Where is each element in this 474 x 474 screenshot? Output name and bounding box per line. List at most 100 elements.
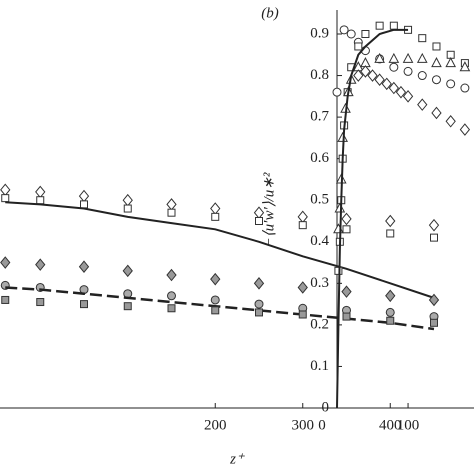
triangle-marker bbox=[431, 57, 442, 68]
y-tick-label: 0.5 bbox=[310, 192, 329, 208]
x-axis-label: z⁺ bbox=[229, 451, 245, 467]
triangle-marker bbox=[445, 57, 457, 68]
circle-marker bbox=[460, 83, 470, 93]
square-marker bbox=[255, 217, 263, 225]
diamond-marker bbox=[388, 81, 399, 95]
circle-marker bbox=[332, 87, 342, 97]
y-tick-label: 0.4 bbox=[310, 233, 329, 249]
square-marker bbox=[123, 204, 132, 213]
diamond-marker bbox=[122, 264, 133, 278]
circle-marker bbox=[339, 25, 349, 35]
y-tick-label: 0.8 bbox=[310, 67, 329, 83]
y-tick-label: 0.9 bbox=[310, 25, 329, 41]
curve bbox=[5, 201, 435, 299]
square-marker bbox=[123, 302, 132, 311]
triangle-marker bbox=[388, 52, 400, 63]
diamond-marker bbox=[360, 65, 371, 78]
diamond-marker bbox=[78, 189, 90, 203]
diamond-marker bbox=[210, 202, 221, 215]
square-marker bbox=[255, 308, 263, 317]
square-marker bbox=[167, 208, 176, 217]
diamond-marker bbox=[341, 212, 352, 226]
square-marker bbox=[418, 34, 427, 43]
square-marker bbox=[375, 21, 384, 30]
square-marker bbox=[80, 200, 88, 209]
circle-marker bbox=[385, 307, 395, 317]
diamond-marker bbox=[253, 277, 265, 290]
diamond-marker bbox=[78, 260, 90, 274]
square-marker bbox=[80, 300, 88, 309]
diamond-marker bbox=[385, 214, 396, 228]
diamond-marker bbox=[166, 198, 177, 211]
diamond-marker bbox=[402, 90, 414, 103]
square-marker bbox=[36, 196, 45, 205]
diamond-marker bbox=[341, 285, 352, 298]
triangle-marker bbox=[402, 52, 414, 63]
square-marker bbox=[167, 304, 176, 313]
triangle-marker bbox=[459, 61, 471, 72]
circle-marker bbox=[210, 295, 220, 305]
triangle-marker bbox=[333, 223, 344, 234]
curve bbox=[336, 28, 409, 409]
square-marker bbox=[211, 306, 220, 315]
diamond-marker bbox=[0, 256, 11, 269]
circle-marker bbox=[389, 62, 399, 72]
square-marker bbox=[298, 221, 307, 230]
square-marker bbox=[36, 298, 45, 307]
y-tick-label: 0 bbox=[322, 399, 330, 415]
diamond-marker bbox=[445, 114, 456, 128]
circle-marker bbox=[346, 29, 356, 39]
square-marker bbox=[430, 318, 438, 327]
y-tick-label: 0.7 bbox=[310, 109, 329, 125]
square-marker bbox=[298, 310, 307, 319]
diamond-marker bbox=[374, 73, 385, 87]
x-tick-label: 200 bbox=[204, 417, 227, 433]
diamond-marker bbox=[367, 69, 378, 82]
diamond-marker bbox=[35, 258, 46, 271]
square-marker bbox=[342, 225, 351, 234]
circle-marker bbox=[167, 291, 176, 301]
diamond-marker bbox=[428, 293, 440, 307]
square-marker bbox=[430, 233, 438, 242]
square-marker bbox=[354, 42, 363, 51]
square-marker bbox=[1, 194, 10, 203]
diamond-marker bbox=[297, 281, 308, 294]
diamond-marker bbox=[431, 106, 442, 120]
y-tick-label: 0.6 bbox=[310, 150, 329, 166]
triangle-marker bbox=[374, 52, 385, 63]
diamond-marker bbox=[395, 85, 407, 99]
square-marker bbox=[1, 295, 10, 304]
x-tick-label: 300 bbox=[292, 417, 315, 433]
x-tick-label: 100 bbox=[397, 417, 420, 433]
diamond-marker bbox=[122, 193, 133, 207]
diamond-marker bbox=[0, 183, 11, 197]
square-marker bbox=[389, 21, 398, 30]
diamond-marker bbox=[210, 272, 221, 286]
circle-marker bbox=[431, 75, 441, 85]
x-tick-label: 0 bbox=[318, 417, 326, 433]
panel-label: (b) bbox=[261, 5, 279, 21]
y-tick-label: 0.1 bbox=[310, 358, 329, 374]
diamond-marker bbox=[381, 77, 392, 91]
square-marker bbox=[342, 312, 351, 321]
circle-marker bbox=[254, 299, 264, 309]
square-marker bbox=[386, 316, 395, 325]
diamond-marker bbox=[35, 185, 46, 199]
curve bbox=[5, 286, 435, 331]
circle-marker bbox=[403, 66, 413, 76]
diamond-marker bbox=[459, 123, 471, 136]
diamond-marker bbox=[297, 210, 308, 224]
diamond-marker bbox=[385, 289, 396, 303]
square-marker bbox=[386, 229, 395, 238]
y-tick-label: 0.2 bbox=[310, 316, 329, 332]
diamond-marker bbox=[353, 69, 364, 82]
circle-marker bbox=[417, 71, 427, 81]
diamond-marker bbox=[417, 98, 428, 111]
x-tick-label: 400 bbox=[379, 417, 402, 433]
diamond-marker bbox=[166, 268, 177, 282]
triangle-marker bbox=[416, 52, 428, 63]
circle-marker bbox=[446, 79, 456, 89]
diamond-marker bbox=[428, 218, 440, 232]
y-tick-label: 0.3 bbox=[310, 275, 329, 291]
